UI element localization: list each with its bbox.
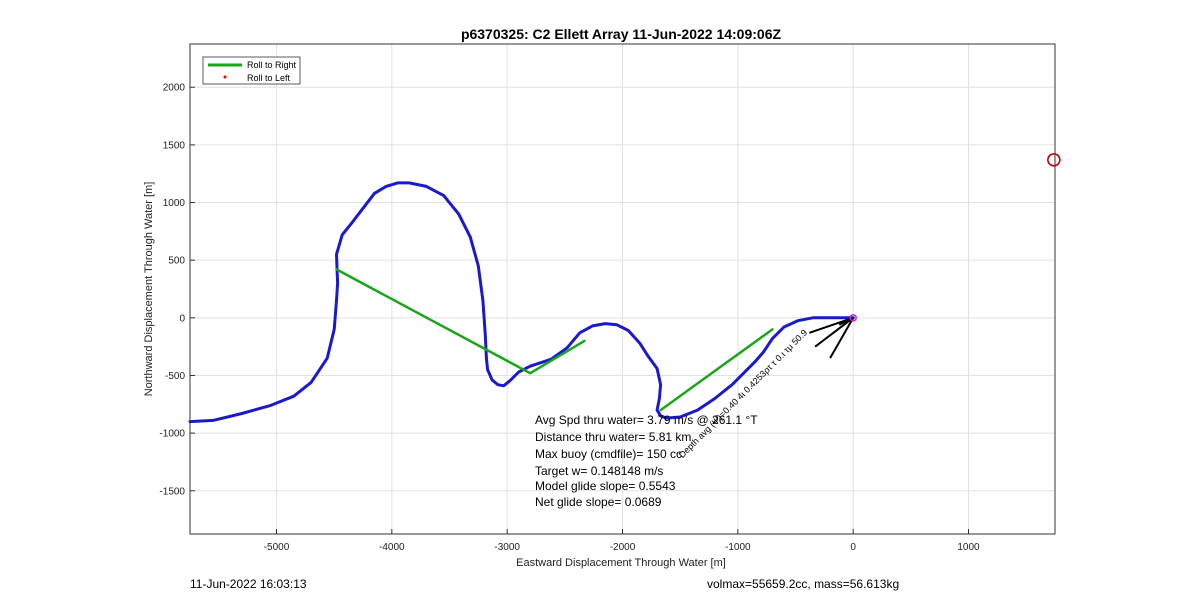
legend-label-roll-right: Roll to Right — [247, 60, 297, 70]
x-tick-label: -3000 — [494, 542, 520, 553]
glider-track-line — [188, 181, 855, 424]
y-tick-label: 1000 — [163, 198, 186, 209]
y-tick-label: -1500 — [159, 486, 185, 497]
origin-marker — [849, 314, 857, 322]
x-tick-label: -5000 — [264, 542, 290, 553]
stat-net-glide: Net glide slope= 0.0689 — [535, 495, 662, 509]
x-tick-label: 0 — [850, 542, 856, 553]
x-tick-label: 1000 — [957, 542, 980, 553]
legend-label-roll-left: Roll to Left — [247, 73, 291, 83]
footer-timestamp: 11-Jun-2022 16:03:13 — [190, 577, 307, 591]
current-vector-line — [829, 317, 855, 359]
roll-right-segment — [528, 339, 586, 375]
x-tick-label: -1000 — [725, 542, 751, 553]
y-tick-label: -1000 — [159, 429, 185, 440]
current-vector-line — [809, 316, 854, 334]
legend-swatch-roll-left — [223, 75, 227, 79]
stat-model-glide: Model glide slope= 0.5543 — [535, 479, 676, 493]
roll-right-segment — [659, 328, 774, 412]
roll-right-segment — [335, 268, 532, 375]
x-axis-label: Eastward Displacement Through Water [m] — [516, 557, 726, 569]
target-marker-circle — [1047, 153, 1061, 167]
y-axis-ticks: 2000 1500 1000 500 0 -500 -1000 -1500 — [159, 83, 195, 497]
y-axis-label: Northward Displacement Through Water [m] — [143, 182, 155, 397]
grid — [190, 44, 1055, 534]
legend-box — [202, 56, 301, 85]
legend: Roll to Right Roll to Left — [202, 56, 301, 85]
current-vector-line — [814, 317, 854, 348]
chart-title: p6370325: C2 Ellett Array 11-Jun-2022 14… — [461, 26, 782, 42]
stat-max-buoy: Max buoy (cmdfile)= 150 cc — [535, 447, 682, 461]
y-tick-label: 500 — [168, 256, 185, 267]
y-tick-label: 0 — [179, 313, 185, 324]
x-tick-label: -2000 — [610, 542, 636, 553]
y-tick-label: 2000 — [163, 83, 186, 94]
stat-target-w: Target w= 0.148148 m/s — [535, 464, 663, 478]
x-tick-label: -4000 — [379, 542, 405, 553]
stat-distance: Distance thru water= 5.81 km — [535, 430, 691, 444]
series-layer — [188, 153, 1061, 424]
y-tick-label: 1500 — [163, 140, 186, 151]
x-axis-ticks: -5000 -4000 -3000 -2000 -1000 0 1000 — [264, 529, 980, 553]
plot-axes: -5000 -4000 -3000 -2000 -1000 0 1000 200015001… — [159, 43, 1061, 553]
plot-frame — [189, 43, 1056, 535]
y-tick-label: -500 — [165, 371, 185, 382]
footer-mass-info: volmax=55659.2cc, mass=56.613kg — [707, 577, 900, 591]
current-vectors — [809, 314, 857, 359]
stats-annotation: Avg Spd thru water= 3.79 m/s @ 261.1 °T … — [535, 413, 758, 509]
stat-avg-speed: Avg Spd thru water= 3.79 m/s @ 261.1 °T — [535, 413, 758, 427]
